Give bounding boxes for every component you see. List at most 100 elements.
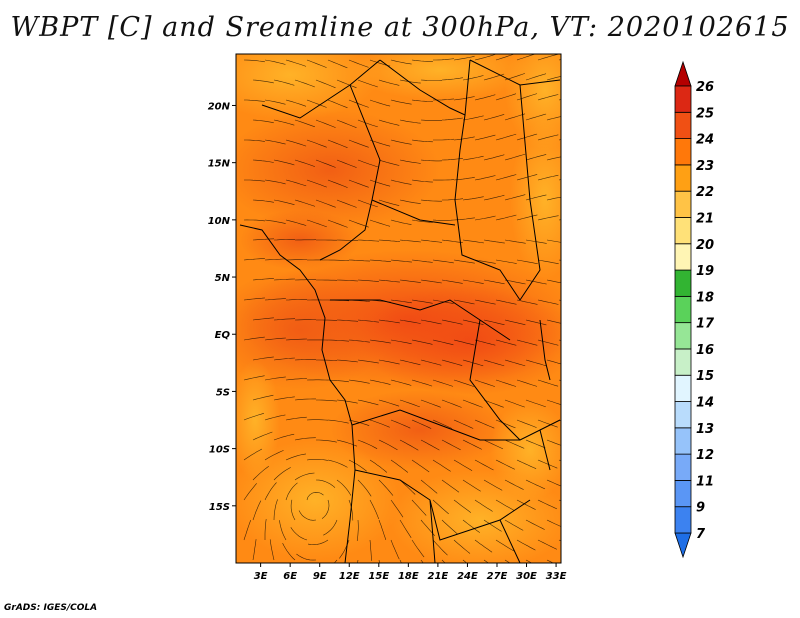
streamline	[243, 483, 257, 501]
streamline	[462, 559, 468, 563]
streamline	[273, 278, 296, 281]
streamline	[356, 519, 359, 541]
streamline	[273, 396, 295, 401]
streamline	[264, 376, 286, 381]
streamline	[327, 339, 350, 342]
streamline	[411, 459, 430, 473]
streamline	[546, 519, 561, 527]
streamline	[537, 259, 559, 265]
streamline	[390, 259, 412, 263]
streamline	[495, 214, 517, 221]
streamline	[285, 139, 307, 147]
streamline	[483, 439, 504, 450]
streamline	[327, 419, 349, 424]
streamline	[252, 278, 274, 281]
colorbar-label: 11	[696, 474, 714, 489]
streamline	[369, 259, 391, 262]
streamline	[432, 339, 454, 346]
streamline	[474, 419, 495, 429]
lat-label: 10S	[209, 445, 230, 456]
streamline	[390, 99, 412, 105]
streamline	[264, 219, 286, 224]
streamline	[369, 219, 391, 227]
streamline	[294, 359, 316, 361]
streamline	[420, 119, 442, 122]
streamline	[294, 398, 316, 401]
streamline	[525, 519, 545, 530]
streamlines	[243, 54, 561, 563]
lon-label: 24E	[457, 571, 478, 582]
streamline	[525, 439, 546, 449]
streamline	[264, 59, 286, 65]
streamline	[264, 139, 286, 145]
streamline	[453, 136, 475, 141]
streamline	[516, 419, 537, 428]
streamline	[336, 239, 359, 241]
streamline	[558, 459, 561, 462]
streamline	[294, 199, 316, 207]
streamline	[504, 359, 526, 367]
streamline	[369, 339, 391, 344]
colorbar-label: 19	[696, 264, 714, 279]
lon-label: 21E	[428, 571, 449, 582]
streamline	[273, 357, 295, 361]
streamline	[483, 194, 505, 201]
streamline	[252, 79, 274, 84]
streamline	[558, 59, 561, 61]
streamline	[273, 159, 295, 166]
colorbar-label: 17	[696, 317, 715, 332]
streamline	[483, 319, 505, 325]
streamline	[411, 299, 433, 304]
streamline	[327, 379, 349, 383]
streamline	[474, 539, 493, 553]
colorbar-box	[674, 269, 692, 297]
streamline	[273, 239, 295, 241]
streamline	[474, 299, 496, 305]
streamline	[252, 199, 274, 203]
lon-label: 27E	[487, 571, 508, 582]
streamline	[411, 539, 425, 558]
streamline	[558, 139, 561, 141]
lat-label: 5S	[216, 387, 230, 398]
streamline	[279, 520, 287, 541]
streamline	[285, 482, 298, 501]
streamline	[306, 491, 324, 501]
colorbar-label: 12	[696, 448, 714, 463]
streamline	[285, 259, 307, 261]
streamline	[537, 419, 558, 428]
streamline	[420, 79, 443, 81]
streamline	[378, 359, 400, 365]
streamline	[264, 258, 287, 261]
streamline	[399, 519, 412, 538]
streamline	[264, 414, 286, 421]
streamline	[336, 359, 358, 363]
streamline	[420, 319, 442, 325]
streamline	[453, 339, 475, 346]
colorbar-box	[674, 111, 692, 139]
streamline	[336, 79, 357, 89]
streamline	[558, 179, 561, 181]
streamline	[378, 79, 400, 86]
colorbar-box	[674, 243, 692, 271]
streamline	[558, 379, 561, 381]
streamline	[546, 479, 561, 487]
streamline	[348, 259, 371, 262]
streamline	[411, 339, 433, 345]
streamline	[516, 299, 538, 305]
colorbar-max-arrow	[674, 60, 692, 87]
colorbar-min-arrow	[674, 532, 692, 559]
streamline	[357, 199, 378, 208]
streamline	[474, 379, 496, 387]
streamline	[420, 439, 440, 451]
streamline	[411, 179, 433, 183]
streamline	[441, 519, 458, 535]
streamline	[453, 96, 475, 101]
streamline	[411, 59, 433, 62]
streamline	[537, 174, 559, 181]
streamline	[336, 159, 357, 168]
streamline	[369, 419, 390, 428]
streamline	[537, 134, 559, 141]
streamline	[327, 59, 348, 69]
colorbar-box	[674, 427, 692, 455]
streamline	[273, 318, 296, 321]
